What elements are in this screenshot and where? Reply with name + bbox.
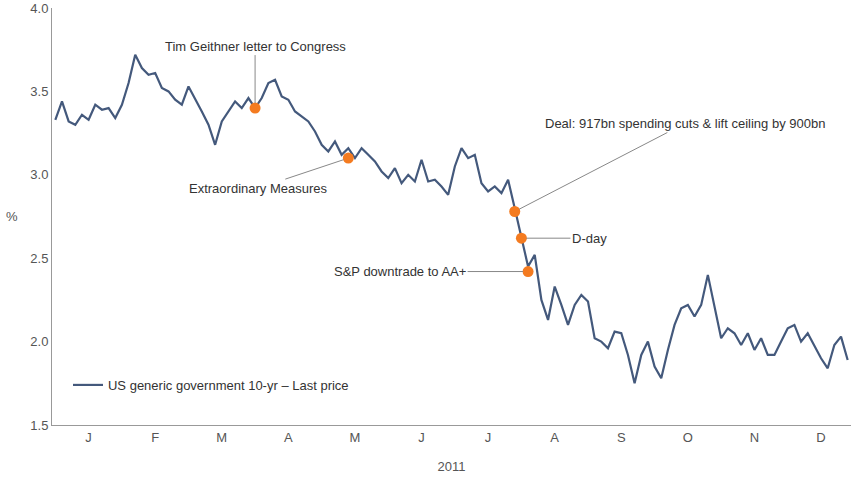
svg-text:1.5: 1.5	[30, 418, 48, 433]
svg-text:Extraordinary Measures: Extraordinary Measures	[189, 181, 327, 196]
svg-text:O: O	[683, 430, 693, 445]
svg-text:A: A	[550, 430, 559, 445]
svg-text:2.0: 2.0	[30, 334, 48, 349]
svg-text:J: J	[85, 430, 92, 445]
svg-text:F: F	[151, 430, 159, 445]
svg-text:2011: 2011	[438, 459, 466, 474]
svg-text:3.5: 3.5	[30, 84, 48, 99]
svg-text:J: J	[485, 430, 492, 445]
svg-text:D: D	[816, 430, 825, 445]
svg-text:N: N	[750, 430, 759, 445]
svg-text:2.5: 2.5	[30, 251, 48, 266]
svg-text:4.0: 4.0	[30, 1, 48, 16]
svg-text:S&P downtrade to AA+: S&P downtrade to AA+	[334, 264, 466, 279]
svg-text:D-day: D-day	[572, 231, 607, 246]
svg-text:A: A	[284, 430, 293, 445]
svg-text:3.0: 3.0	[30, 167, 48, 182]
svg-text:Deal: 917bn spending cuts & li: Deal: 917bn spending cuts & lift ceiling…	[545, 116, 825, 131]
svg-text:M: M	[350, 430, 361, 445]
svg-text:M: M	[216, 430, 227, 445]
svg-text:S: S	[617, 430, 626, 445]
svg-text:J: J	[418, 430, 425, 445]
svg-text:%: %	[6, 209, 18, 224]
svg-text:Tim Geithner letter to Congres: Tim Geithner letter to Congress	[165, 39, 346, 54]
svg-text:US generic government 10-yr –: US generic government 10-yr – Last price	[108, 378, 349, 393]
